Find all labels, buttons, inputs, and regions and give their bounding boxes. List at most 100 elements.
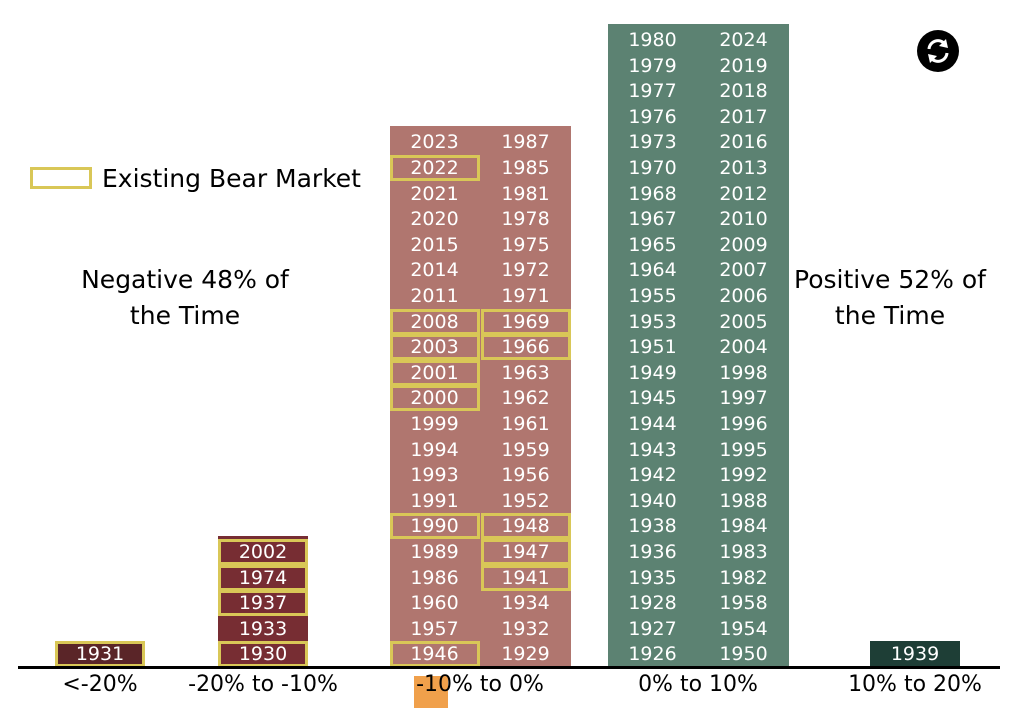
year-label-1989: 1989	[410, 540, 459, 563]
category-highlight-marker	[414, 676, 448, 708]
legend-swatch-bear-market	[30, 167, 92, 189]
year-label-1947: 1947	[480, 538, 571, 565]
year-label-1978: 1978	[501, 208, 550, 231]
year-label-1998: 1998	[719, 361, 768, 384]
year-label-1992: 1992	[719, 464, 768, 487]
refresh-icon-glyph	[927, 39, 949, 63]
year-label-2000: 2000	[389, 385, 480, 412]
year-label-2002: 2002	[218, 539, 308, 565]
year-label-1975: 1975	[501, 233, 550, 256]
year-label-1952: 1952	[501, 489, 550, 512]
year-label-1951: 1951	[628, 336, 677, 359]
year-label-1942: 1942	[628, 464, 677, 487]
year-label-1929: 1929	[501, 643, 550, 666]
positive-annotation: Positive 52% of the Time	[775, 262, 1005, 334]
year-label-1958: 1958	[719, 592, 768, 615]
x-tick-label-2: -10% to 0%	[416, 672, 544, 697]
year-label-2012: 2012	[719, 182, 768, 205]
year-label-1935: 1935	[628, 566, 677, 589]
year-label-2009: 2009	[719, 233, 768, 256]
year-label-1974: 1974	[218, 564, 308, 591]
year-label-1994: 1994	[410, 438, 459, 461]
year-label-1954: 1954	[719, 617, 768, 640]
year-label-1941: 1941	[480, 564, 571, 591]
year-label-1957: 1957	[410, 617, 459, 640]
year-label-1953: 1953	[628, 310, 677, 333]
year-label-1946: 1946	[389, 641, 480, 668]
bar-4: 1939	[870, 638, 960, 668]
year-label-1976: 1976	[628, 105, 677, 128]
year-label-1961: 1961	[501, 412, 550, 435]
year-label-1979: 1979	[628, 54, 677, 77]
year-label-1984: 1984	[719, 515, 768, 538]
year-label-1940: 1940	[628, 489, 677, 512]
year-label-2011: 2011	[410, 284, 459, 307]
year-label-1986: 1986	[410, 566, 459, 589]
year-label-1995: 1995	[719, 438, 768, 461]
year-label-2023: 2023	[410, 131, 459, 154]
x-tick-label-0: <-20%	[62, 672, 138, 697]
year-label-2021: 2021	[410, 182, 459, 205]
year-label-1933: 1933	[238, 617, 288, 640]
year-label-1964: 1964	[628, 259, 677, 282]
year-label-1926: 1926	[628, 643, 677, 666]
negative-annotation: Negative 48% of the Time	[60, 262, 310, 334]
year-label-1982: 1982	[719, 566, 768, 589]
year-label-1948: 1948	[480, 513, 571, 540]
year-label-1934: 1934	[501, 592, 550, 615]
year-label-1945: 1945	[628, 387, 677, 410]
bar-3: 1980 1979 1977 1976 1973 1970 1968 1967 1965 1964…	[607, 24, 789, 667]
year-label-1931: 1931	[55, 641, 145, 668]
year-label-2015: 2015	[410, 233, 459, 256]
year-label-2003: 2003	[389, 334, 480, 361]
bar-2: 2023 2022 2021 2020 2015 2014 2011 2008 2003 2001…	[389, 126, 571, 668]
x-tick-label-3: 0% to 10%	[638, 672, 758, 697]
year-label-1932: 1932	[501, 617, 550, 640]
x-tick-label-4: 10% to 20%	[848, 672, 982, 697]
year-label-2014: 2014	[410, 259, 459, 282]
year-label-2024: 2024	[719, 29, 768, 51]
year-label-1996: 1996	[719, 413, 768, 435]
year-label-1937: 1937	[218, 590, 308, 617]
bar-1: 2002 1974 1937 1933 1930	[218, 536, 308, 668]
year-label-1960: 1960	[410, 592, 459, 615]
year-label-2022: 2022	[389, 154, 480, 181]
year-label-2004: 2004	[719, 336, 768, 359]
year-label-1985: 1985	[501, 156, 550, 179]
year-label-1972: 1972	[501, 259, 550, 282]
year-label-2020: 2020	[410, 208, 459, 231]
year-label-2017: 2017	[719, 105, 768, 128]
year-label-1980: 1980	[628, 29, 677, 51]
year-label-1988: 1988	[719, 489, 768, 512]
year-label-1970: 1970	[628, 157, 677, 179]
year-label-1938: 1938	[628, 515, 677, 538]
year-label-2008: 2008	[389, 308, 480, 335]
year-label-1943: 1943	[628, 438, 677, 461]
year-label-1944: 1944	[628, 413, 677, 435]
refresh-icon[interactable]	[917, 30, 959, 72]
legend: Existing Bear Market	[30, 163, 361, 193]
year-label-1959: 1959	[501, 438, 550, 461]
year-label-2010: 2010	[719, 208, 768, 231]
legend-label: Existing Bear Market	[102, 163, 361, 193]
year-label-1968: 1968	[628, 182, 677, 205]
year-label-1981: 1981	[501, 182, 550, 205]
year-label-2007: 2007	[719, 259, 768, 282]
year-label-1983: 1983	[719, 541, 768, 563]
year-label-1965: 1965	[628, 233, 677, 256]
year-label-1930: 1930	[218, 641, 308, 668]
negative-annotation-line-1: Negative 48% of	[81, 265, 289, 294]
year-label-1939: 1939	[870, 641, 960, 668]
year-label-2018: 2018	[719, 80, 768, 103]
year-label-1999: 1999	[410, 412, 459, 435]
year-label-1971: 1971	[501, 284, 550, 307]
year-label-1991: 1991	[410, 489, 459, 512]
x-tick-label-1: -20% to -10%	[188, 672, 338, 697]
year-label-1949: 1949	[628, 361, 677, 384]
year-label-1963: 1963	[501, 361, 550, 384]
year-label-1966: 1966	[480, 334, 571, 361]
year-label-1969: 1969	[480, 308, 571, 335]
year-label-1936: 1936	[628, 541, 677, 563]
year-label-2019: 2019	[719, 54, 768, 77]
